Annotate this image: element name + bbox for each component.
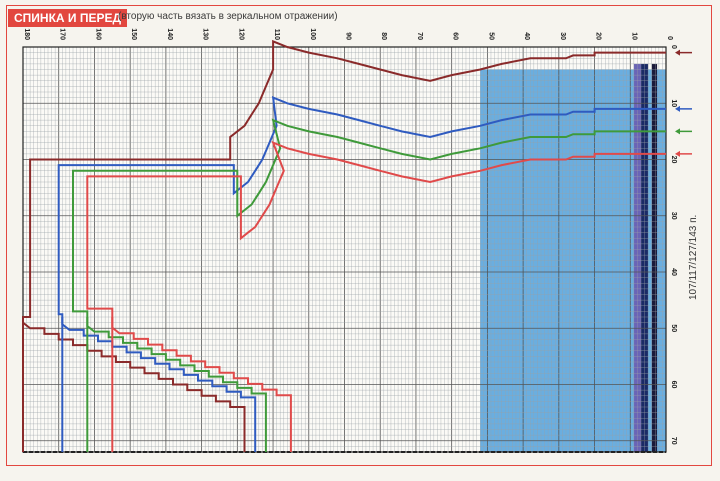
col-tick-0: 0 — [666, 36, 673, 40]
row-arrow-icon-size-3 — [675, 128, 680, 135]
rib-stripe-2 — [651, 63, 658, 452]
col-tick-100: 100 — [309, 28, 316, 40]
stitch-count-label: 107/117/127/143 п. — [688, 214, 699, 300]
col-tick-120: 120 — [237, 28, 244, 40]
col-tick-70: 70 — [416, 32, 423, 40]
chart-title: СПИНКА И ПЕРЕД — [8, 9, 128, 27]
row-tick-40: 40 — [670, 268, 677, 276]
col-tick-80: 80 — [380, 32, 387, 40]
col-tick-30: 30 — [559, 32, 566, 40]
row-tick-0: 0 — [670, 45, 677, 49]
pattern-outline-size-2 — [57, 96, 666, 452]
row-arrow-icon-size-1 — [675, 49, 680, 56]
col-tick-140: 140 — [166, 28, 173, 40]
row-tick-60: 60 — [670, 381, 677, 389]
col-tick-50: 50 — [487, 32, 494, 40]
col-tick-10: 10 — [630, 32, 637, 40]
col-tick-40: 40 — [523, 32, 530, 40]
row-tick-50: 50 — [670, 324, 677, 332]
pattern-outline-size-3 — [72, 118, 666, 452]
col-tick-20: 20 — [595, 32, 602, 40]
row-arrow-icon-size-2 — [675, 105, 680, 112]
pattern-outline-size-1 — [22, 39, 666, 452]
col-tick-180: 180 — [23, 28, 30, 40]
row-tick-10: 10 — [670, 99, 677, 107]
col-tick-110: 110 — [273, 29, 280, 40]
col-tick-150: 150 — [130, 28, 137, 40]
row-tick-30: 30 — [670, 212, 677, 220]
col-tick-60: 60 — [452, 32, 459, 40]
row-arrow-icon-size-4 — [675, 150, 680, 157]
col-tick-170: 170 — [59, 28, 66, 40]
col-tick-130: 130 — [202, 28, 209, 40]
pattern-outline-size-4 — [86, 140, 666, 452]
row-tick-20: 20 — [670, 156, 677, 164]
col-tick-90: 90 — [345, 32, 352, 40]
chart-frame — [6, 5, 712, 466]
row-tick-70: 70 — [670, 437, 677, 445]
grid-lines — [22, 46, 667, 453]
chart-subtitle: (вторую часть вязать в зеркальном отраже… — [118, 11, 338, 22]
col-tick-160: 160 — [94, 28, 101, 40]
